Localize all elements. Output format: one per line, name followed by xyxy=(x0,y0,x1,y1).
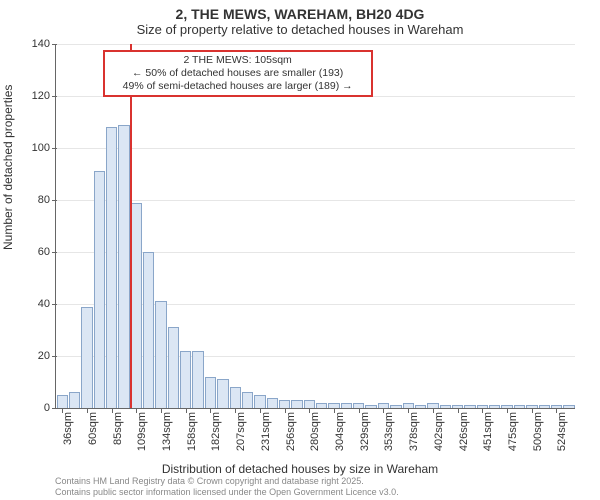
x-tick-label: 524sqm xyxy=(556,408,568,451)
histogram-bars xyxy=(56,44,575,408)
histogram-bar xyxy=(69,392,80,408)
y-tick-label: 100 xyxy=(32,142,56,154)
x-tick-label: 256sqm xyxy=(285,408,297,451)
histogram-bar xyxy=(230,387,241,408)
x-ticks: 36sqm 60sqm 85sqm 109sqm 134sqm 158sqm 182sqm 2… xyxy=(56,408,575,468)
x-tick-label: 329sqm xyxy=(359,408,371,451)
attribution-text: Contains HM Land Registry data © Crown c… xyxy=(55,476,399,498)
histogram-bar xyxy=(106,127,117,408)
x-tick-label: 134sqm xyxy=(161,408,173,451)
x-tick-label: 451sqm xyxy=(482,408,494,451)
y-axis-label: Number of detached properties xyxy=(1,85,15,250)
x-tick-label: 426sqm xyxy=(458,408,470,451)
histogram-bar xyxy=(267,398,278,408)
histogram-bar xyxy=(118,125,129,408)
property-marker-line xyxy=(130,44,132,408)
annotation-line2: ← 50% of detached houses are smaller (19… xyxy=(111,67,365,80)
x-tick-label: 353sqm xyxy=(383,408,395,451)
x-tick-label: 378sqm xyxy=(408,408,420,451)
x-tick-label: 207sqm xyxy=(235,408,247,451)
x-tick-label: 500sqm xyxy=(532,408,544,451)
y-tick-label: 20 xyxy=(38,350,56,362)
histogram-chart: 2, THE MEWS, WAREHAM, BH20 4DG Size of p… xyxy=(0,0,600,500)
y-tick-label: 0 xyxy=(44,402,56,414)
histogram-bar xyxy=(155,301,166,408)
annotation-line1: 2 THE MEWS: 105sqm xyxy=(111,54,365,67)
x-tick-label: 231sqm xyxy=(260,408,272,451)
attribution-line1: Contains HM Land Registry data © Crown c… xyxy=(55,476,399,487)
y-tick-label: 60 xyxy=(38,246,56,258)
histogram-bar xyxy=(57,395,68,408)
plot-area: 020406080100120140 36sqm60sqm85sqm109sqm… xyxy=(55,44,575,409)
histogram-bar xyxy=(180,351,191,408)
chart-title: 2, THE MEWS, WAREHAM, BH20 4DG xyxy=(0,0,600,22)
x-axis-label: Distribution of detached houses by size … xyxy=(0,462,600,476)
y-tick-label: 120 xyxy=(32,90,56,102)
x-tick-label: 475sqm xyxy=(507,408,519,451)
histogram-bar xyxy=(304,400,315,408)
histogram-bar xyxy=(291,400,302,408)
histogram-bar xyxy=(94,171,105,408)
y-tick-label: 40 xyxy=(38,298,56,310)
histogram-bar xyxy=(143,252,154,408)
histogram-bar xyxy=(242,392,253,408)
x-tick-label: 60sqm xyxy=(87,408,99,445)
x-tick-label: 182sqm xyxy=(210,408,222,451)
x-tick-label: 158sqm xyxy=(186,408,198,451)
histogram-bar xyxy=(254,395,265,408)
histogram-bar xyxy=(192,351,203,408)
x-tick-label: 304sqm xyxy=(334,408,346,451)
x-tick-label: 85sqm xyxy=(112,408,124,445)
chart-subtitle: Size of property relative to detached ho… xyxy=(0,22,600,41)
annotation-line3: 49% of semi-detached houses are larger (… xyxy=(111,80,365,93)
y-tick-label: 140 xyxy=(32,38,56,50)
annotation-box: 2 THE MEWS: 105sqm ← 50% of detached hou… xyxy=(103,50,373,97)
x-tick-label: 280sqm xyxy=(309,408,321,451)
x-tick-label: 36sqm xyxy=(62,408,74,445)
histogram-bar xyxy=(279,400,290,408)
histogram-bar xyxy=(217,379,228,408)
histogram-bar xyxy=(81,307,92,408)
attribution-line2: Contains public sector information licen… xyxy=(55,487,399,498)
y-tick-label: 80 xyxy=(38,194,56,206)
histogram-bar xyxy=(131,203,142,408)
histogram-bar xyxy=(168,327,179,408)
x-tick-label: 402sqm xyxy=(433,408,445,451)
histogram-bar xyxy=(205,377,216,408)
x-tick-label: 109sqm xyxy=(136,408,148,451)
